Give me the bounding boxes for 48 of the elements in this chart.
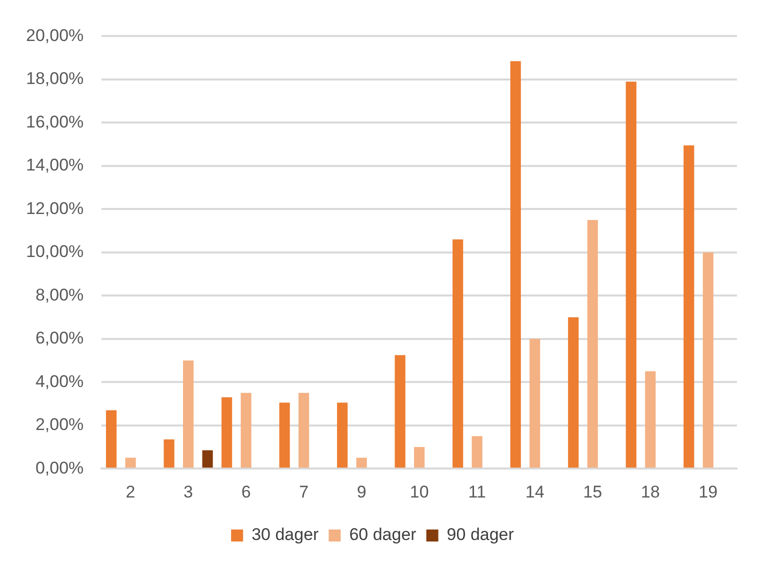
- bar: [106, 410, 117, 468]
- y-tick-label: 12,00%: [26, 198, 84, 218]
- x-tick-label: 15: [583, 482, 602, 502]
- bar: [587, 220, 598, 468]
- x-tick-label: 9: [356, 482, 366, 502]
- legend-label: 60 dager: [349, 525, 417, 544]
- x-tick-label: 2: [126, 482, 136, 502]
- x-tick-label: 14: [525, 482, 544, 502]
- bar: [414, 446, 425, 468]
- y-tick-label: 8,00%: [35, 285, 84, 304]
- x-tick-label: 19: [698, 482, 718, 502]
- bar: [452, 239, 464, 468]
- bar: [626, 82, 636, 468]
- bar: [530, 338, 540, 468]
- x-tick-label: 7: [299, 482, 309, 502]
- bar: [684, 145, 694, 468]
- bar: [472, 436, 482, 468]
- bar: [125, 458, 136, 468]
- bar: [183, 360, 194, 468]
- bar: [202, 450, 213, 468]
- x-tick-label: 6: [241, 482, 251, 502]
- y-tick-label: 4,00%: [35, 372, 84, 391]
- bar: [337, 402, 348, 468]
- y-tick-label: 14,00%: [26, 156, 84, 175]
- legend-label: 90 dager: [446, 525, 514, 544]
- bar: [356, 458, 367, 468]
- x-tick-label: 3: [184, 482, 194, 502]
- x-tick-label: 10: [410, 482, 429, 502]
- bar: [279, 402, 290, 468]
- y-tick-label: 20,00%: [26, 26, 84, 45]
- bar: [222, 397, 232, 468]
- y-tick-label: 16,00%: [26, 112, 84, 132]
- bar: [645, 371, 656, 468]
- bar: [240, 392, 252, 468]
- bar: [568, 317, 579, 468]
- y-tick-label: 10,00%: [26, 242, 84, 262]
- x-tick-label: 11: [468, 482, 486, 502]
- y-tick-label: 18,00%: [26, 69, 84, 88]
- bar: [510, 61, 521, 468]
- bar: [394, 355, 406, 468]
- bar: [702, 252, 714, 468]
- legend-label: 30 dager: [252, 525, 320, 544]
- y-tick-label: 2,00%: [35, 415, 84, 434]
- bar: [164, 439, 174, 468]
- y-tick-label: 6,00%: [35, 328, 84, 348]
- y-tick-label: 0,00%: [35, 458, 84, 478]
- bar: [298, 392, 310, 468]
- x-tick-label: 18: [640, 482, 660, 502]
